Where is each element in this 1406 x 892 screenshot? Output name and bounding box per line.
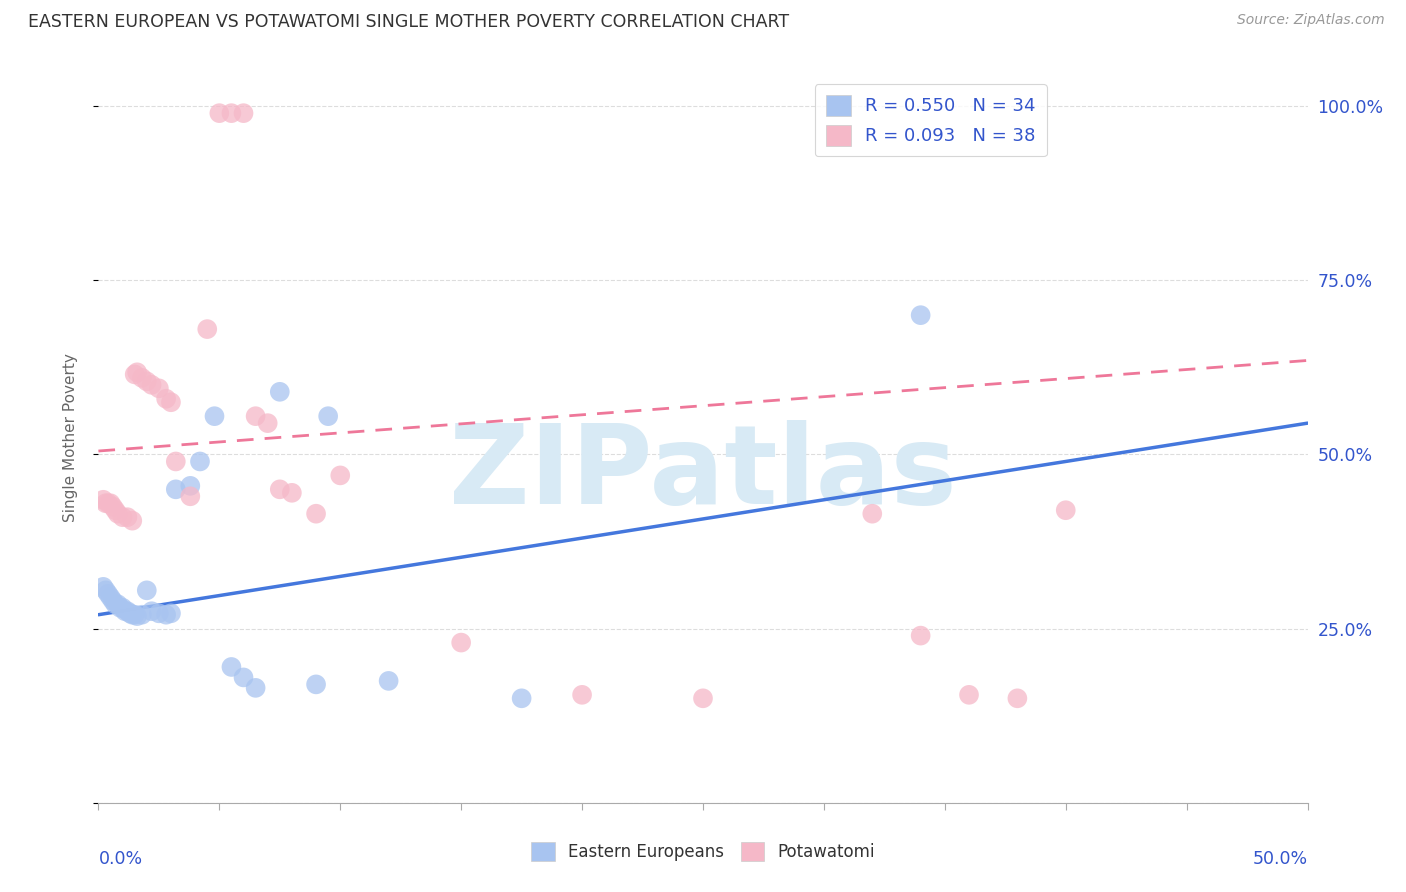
Legend: Eastern Europeans, Potawatomi: Eastern Europeans, Potawatomi: [524, 835, 882, 868]
Point: [117, 604, 139, 618]
Point: [188, 454, 211, 468]
Text: Source: ZipAtlas.com: Source: ZipAtlas.com: [1237, 13, 1385, 28]
Point: [97, 496, 120, 510]
Point: [127, 609, 149, 624]
Point: [160, 395, 183, 409]
Point: [100, 591, 122, 605]
Point: [101, 594, 124, 608]
Y-axis label: Single Mother Poverty: Single Mother Poverty: [63, 352, 77, 522]
Point: [329, 468, 352, 483]
Point: [245, 681, 267, 695]
Point: [1007, 691, 1029, 706]
Point: [510, 691, 533, 706]
Point: [221, 106, 243, 120]
Point: [450, 635, 472, 649]
Point: [910, 308, 932, 322]
Point: [131, 607, 153, 622]
Point: [269, 384, 291, 399]
Point: [94, 496, 117, 510]
Point: [121, 514, 143, 528]
Point: [124, 607, 146, 622]
Point: [108, 600, 131, 615]
Point: [860, 507, 883, 521]
Point: [571, 688, 593, 702]
Point: [107, 507, 129, 521]
Text: 50.0%: 50.0%: [1253, 850, 1308, 868]
Point: [910, 629, 932, 643]
Point: [269, 483, 291, 497]
Point: [377, 673, 399, 688]
Point: [101, 500, 124, 514]
Point: [104, 503, 127, 517]
Point: [97, 587, 120, 601]
Point: [281, 485, 304, 500]
Point: [111, 600, 134, 615]
Point: [245, 409, 267, 424]
Point: [91, 580, 114, 594]
Point: [104, 597, 127, 611]
Point: [305, 677, 328, 691]
Text: 0.0%: 0.0%: [98, 850, 142, 868]
Point: [195, 322, 218, 336]
Point: [107, 597, 129, 611]
Point: [165, 454, 187, 468]
Point: [141, 604, 163, 618]
Point: [124, 368, 146, 382]
Point: [221, 660, 243, 674]
Text: EASTERN EUROPEAN VS POTAWATOMI SINGLE MOTHER POVERTY CORRELATION CHART: EASTERN EUROPEAN VS POTAWATOMI SINGLE MO…: [28, 13, 789, 31]
Point: [111, 510, 134, 524]
Point: [100, 496, 122, 510]
Text: ZIPatlas: ZIPatlas: [449, 420, 957, 527]
Point: [256, 416, 278, 430]
Point: [94, 583, 117, 598]
Point: [305, 507, 328, 521]
Point: [155, 392, 177, 406]
Point: [232, 670, 254, 684]
Point: [135, 375, 157, 389]
Point: [118, 607, 141, 621]
Point: [957, 688, 980, 702]
Point: [232, 106, 254, 120]
Point: [155, 607, 177, 622]
Point: [1054, 503, 1077, 517]
Point: [692, 691, 714, 706]
Point: [148, 381, 170, 395]
Point: [91, 492, 114, 507]
Point: [165, 483, 187, 497]
Point: [179, 489, 201, 503]
Point: [135, 583, 157, 598]
Point: [141, 377, 163, 392]
Point: [131, 371, 153, 385]
Point: [208, 106, 231, 120]
Point: [204, 409, 226, 424]
Point: [160, 607, 183, 621]
Point: [179, 479, 201, 493]
Point: [114, 604, 136, 618]
Point: [316, 409, 339, 424]
Point: [117, 510, 139, 524]
Point: [127, 365, 149, 379]
Point: [148, 607, 170, 621]
Point: [121, 607, 143, 622]
